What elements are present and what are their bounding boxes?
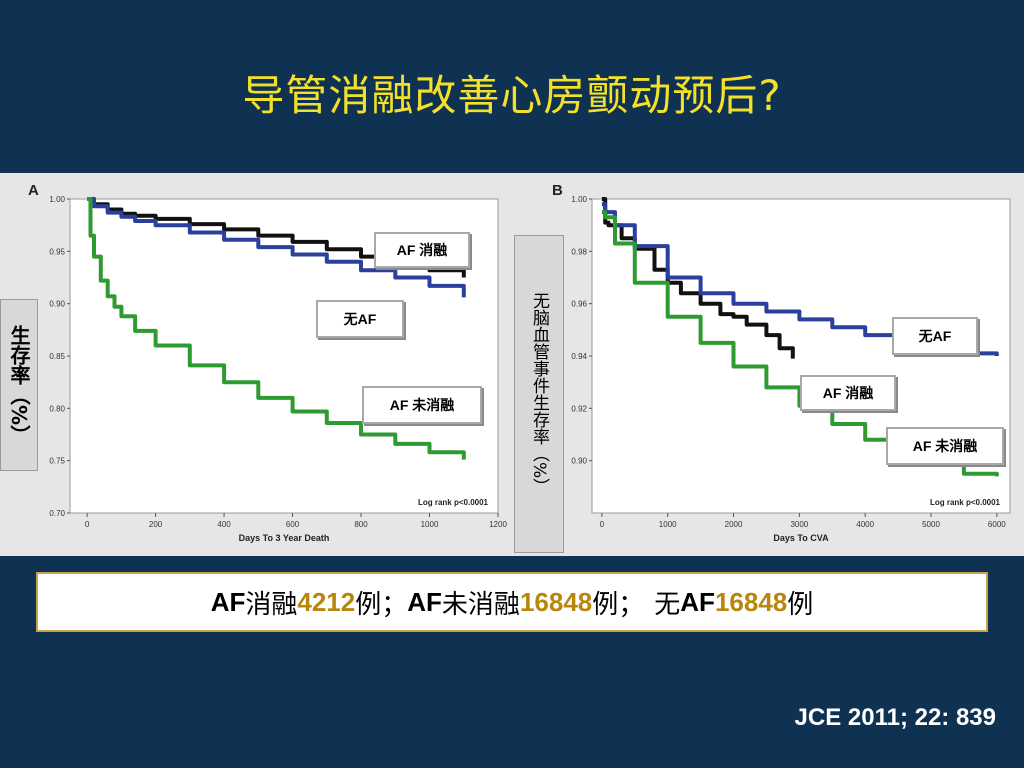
slide-title: 导管消融改善心房颤动预后? [242, 71, 782, 120]
legend-ablation-a: AF 消融 [374, 232, 470, 268]
x-tick-label: 200 [149, 520, 163, 529]
y-tick-label: 0.90 [571, 457, 587, 466]
x-tick-label: 600 [286, 520, 300, 529]
summary-unit-3: 例 [787, 589, 814, 620]
summary-count-no-af: 16848 [714, 586, 788, 617]
x-axis-label: Days To 3 Year Death [239, 533, 330, 543]
x-tick-label: 5000 [922, 520, 940, 529]
summary-count-no-ablation: 16848 [519, 586, 593, 617]
chart-panel-b: B 0.90 0.92 0.94 0.96 0.98 1.00 0 1000 2000 3000 40… [552, 182, 1011, 543]
summary-count-ablation: 4212 [297, 586, 356, 617]
summary-no-ablation: 未消融 [441, 589, 520, 620]
summary-unit-2: 例； [592, 589, 645, 620]
citation: JCE 2011; 22: 839 [794, 704, 996, 731]
legend-no-ablation-b: AF 未消融 [886, 427, 1004, 465]
x-tick-label: 4000 [856, 520, 874, 529]
y-tick-label: 0.95 [49, 247, 65, 256]
chart-panel-a: A 0.70 0.75 0.80 0.85 0.90 0.95 1.00 0 200 400 600 8… [28, 182, 507, 543]
y-tick-label: 0.75 [49, 457, 65, 466]
summary-af-3: AF [680, 586, 715, 617]
y-tick-label: 0.94 [571, 352, 587, 361]
x-tick-label: 6000 [988, 520, 1006, 529]
x-tick-label: 800 [354, 520, 368, 529]
summary-af-2: AF [407, 586, 442, 617]
legend-no-af-a: 无AF [316, 300, 404, 338]
x-tick-label: 1200 [489, 520, 507, 529]
series-line-2 [87, 197, 466, 460]
summary-no: 无 [654, 589, 681, 620]
figure-area: A 0.70 0.75 0.80 0.85 0.90 0.95 1.00 0 200 400 600 8… [0, 173, 1024, 556]
sample-size-summary: AF 消融 4212 例； AF 未消融 16848 例； 无 AF 16848… [36, 572, 988, 632]
y-tick-label: 0.90 [49, 300, 65, 309]
y-axis-label-a: 生存率（%） [0, 299, 38, 471]
y-tick-label: 0.85 [49, 352, 65, 361]
y-tick-label: 0.80 [49, 404, 65, 413]
series-line-1 [87, 197, 466, 298]
legend-no-af-b: 无AF [892, 317, 978, 355]
summary-unit-1: 例； [355, 589, 408, 620]
log-rank-annotation: Log rank p<0.0001 [418, 498, 489, 507]
x-tick-label: 3000 [790, 520, 808, 529]
y-tick-label: 0.70 [49, 509, 65, 518]
x-tick-label: 0 [600, 520, 605, 529]
y-tick-label: 0.98 [571, 247, 587, 256]
log-rank-annotation: Log rank p<0.0001 [930, 498, 1001, 507]
x-tick-label: 2000 [725, 520, 743, 529]
summary-af-1: AF [210, 586, 246, 617]
y-tick-label: 0.92 [571, 404, 587, 413]
x-tick-label: 400 [217, 520, 231, 529]
y-tick-label: 1.00 [49, 195, 65, 204]
y-axis-label-b: 无脑血管事件生存率（%） [514, 235, 564, 553]
panel-label: A [28, 182, 39, 199]
panel-label: B [552, 182, 563, 199]
x-tick-label: 1000 [421, 520, 439, 529]
y-tick-label: 0.96 [571, 300, 587, 309]
summary-ablation: 消融 [245, 589, 298, 620]
legend-ablation-b: AF 消融 [800, 375, 896, 411]
x-axis-label: Days To CVA [773, 533, 829, 543]
x-tick-label: 0 [85, 520, 90, 529]
x-tick-label: 1000 [659, 520, 677, 529]
legend-no-ablation-a: AF 未消融 [362, 386, 482, 424]
y-tick-label: 1.00 [571, 195, 587, 204]
